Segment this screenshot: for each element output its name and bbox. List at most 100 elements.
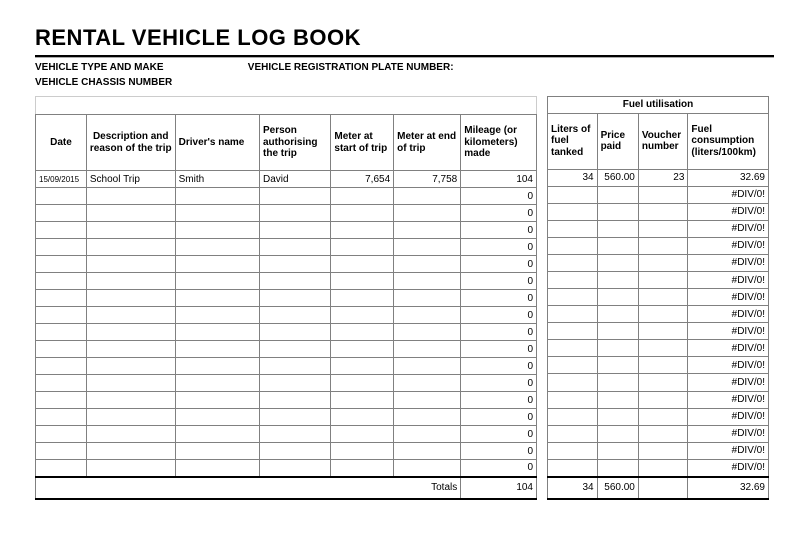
cell-person[interactable]: David xyxy=(260,171,331,188)
cell-driver[interactable] xyxy=(175,222,259,239)
cell-person[interactable] xyxy=(260,443,331,460)
cell-driver[interactable] xyxy=(175,290,259,307)
cell-liters[interactable] xyxy=(548,357,598,374)
cell-person[interactable] xyxy=(260,239,331,256)
cell-price[interactable] xyxy=(597,340,638,357)
cell-price[interactable] xyxy=(597,306,638,323)
cell-description[interactable] xyxy=(86,256,175,273)
cell-description[interactable] xyxy=(86,273,175,290)
cell-meter-start[interactable] xyxy=(331,375,394,392)
cell-description[interactable] xyxy=(86,222,175,239)
cell-price[interactable] xyxy=(597,459,638,476)
cell-description[interactable] xyxy=(86,426,175,443)
cell-date[interactable] xyxy=(36,222,87,239)
cell-price[interactable] xyxy=(597,186,638,203)
cell-meter-end[interactable] xyxy=(394,375,461,392)
cell-description[interactable] xyxy=(86,188,175,205)
cell-liters[interactable] xyxy=(548,459,598,476)
cell-date[interactable] xyxy=(36,358,87,375)
cell-meter-end[interactable] xyxy=(394,188,461,205)
cell-driver[interactable] xyxy=(175,188,259,205)
cell-liters[interactable] xyxy=(548,442,598,459)
cell-description[interactable] xyxy=(86,375,175,392)
cell-date[interactable] xyxy=(36,188,87,205)
cell-person[interactable] xyxy=(260,392,331,409)
cell-voucher[interactable] xyxy=(638,442,688,459)
cell-description[interactable]: School Trip xyxy=(86,171,175,188)
cell-meter-start[interactable]: 7,654 xyxy=(331,171,394,188)
cell-driver[interactable] xyxy=(175,307,259,324)
cell-meter-start[interactable] xyxy=(331,256,394,273)
cell-driver[interactable] xyxy=(175,409,259,426)
cell-meter-start[interactable] xyxy=(331,460,394,477)
cell-driver[interactable] xyxy=(175,392,259,409)
cell-meter-end[interactable] xyxy=(394,426,461,443)
cell-person[interactable] xyxy=(260,341,331,358)
cell-meter-end[interactable]: 7,758 xyxy=(394,171,461,188)
cell-voucher[interactable] xyxy=(638,254,688,271)
cell-voucher[interactable] xyxy=(638,271,688,288)
cell-voucher[interactable] xyxy=(638,340,688,357)
cell-meter-start[interactable] xyxy=(331,392,394,409)
cell-date[interactable] xyxy=(36,460,87,477)
cell-person[interactable] xyxy=(260,426,331,443)
cell-meter-end[interactable] xyxy=(394,256,461,273)
cell-liters[interactable] xyxy=(548,271,598,288)
cell-voucher[interactable] xyxy=(638,357,688,374)
cell-meter-start[interactable] xyxy=(331,358,394,375)
cell-voucher[interactable] xyxy=(638,220,688,237)
cell-meter-end[interactable] xyxy=(394,409,461,426)
cell-person[interactable] xyxy=(260,375,331,392)
cell-meter-end[interactable] xyxy=(394,239,461,256)
cell-meter-start[interactable] xyxy=(331,290,394,307)
cell-description[interactable] xyxy=(86,409,175,426)
cell-person[interactable] xyxy=(260,273,331,290)
cell-meter-start[interactable] xyxy=(331,426,394,443)
cell-voucher[interactable] xyxy=(638,391,688,408)
cell-meter-start[interactable] xyxy=(331,205,394,222)
cell-price[interactable] xyxy=(597,254,638,271)
cell-voucher[interactable]: 23 xyxy=(638,169,688,186)
cell-description[interactable] xyxy=(86,205,175,222)
cell-driver[interactable] xyxy=(175,205,259,222)
cell-person[interactable] xyxy=(260,307,331,324)
cell-driver[interactable]: Smith xyxy=(175,171,259,188)
cell-date[interactable] xyxy=(36,324,87,341)
cell-person[interactable] xyxy=(260,256,331,273)
cell-price[interactable] xyxy=(597,237,638,254)
cell-description[interactable] xyxy=(86,290,175,307)
cell-date[interactable] xyxy=(36,307,87,324)
cell-person[interactable] xyxy=(260,188,331,205)
cell-price[interactable] xyxy=(597,323,638,340)
cell-liters[interactable] xyxy=(548,306,598,323)
cell-meter-end[interactable] xyxy=(394,205,461,222)
cell-person[interactable] xyxy=(260,460,331,477)
cell-driver[interactable] xyxy=(175,358,259,375)
cell-driver[interactable] xyxy=(175,341,259,358)
cell-description[interactable] xyxy=(86,307,175,324)
cell-meter-end[interactable] xyxy=(394,324,461,341)
cell-price[interactable] xyxy=(597,203,638,220)
cell-driver[interactable] xyxy=(175,443,259,460)
cell-meter-end[interactable] xyxy=(394,222,461,239)
cell-meter-start[interactable] xyxy=(331,324,394,341)
cell-price[interactable] xyxy=(597,289,638,306)
cell-liters[interactable] xyxy=(548,425,598,442)
cell-description[interactable] xyxy=(86,460,175,477)
cell-liters[interactable] xyxy=(548,237,598,254)
cell-liters[interactable] xyxy=(548,408,598,425)
cell-date[interactable] xyxy=(36,341,87,358)
cell-description[interactable] xyxy=(86,358,175,375)
cell-meter-start[interactable] xyxy=(331,239,394,256)
cell-liters[interactable] xyxy=(548,323,598,340)
cell-meter-start[interactable] xyxy=(331,188,394,205)
cell-voucher[interactable] xyxy=(638,237,688,254)
cell-price[interactable] xyxy=(597,271,638,288)
cell-person[interactable] xyxy=(260,205,331,222)
cell-meter-end[interactable] xyxy=(394,392,461,409)
cell-price[interactable] xyxy=(597,391,638,408)
cell-description[interactable] xyxy=(86,341,175,358)
cell-price[interactable] xyxy=(597,357,638,374)
cell-voucher[interactable] xyxy=(638,425,688,442)
cell-voucher[interactable] xyxy=(638,459,688,476)
